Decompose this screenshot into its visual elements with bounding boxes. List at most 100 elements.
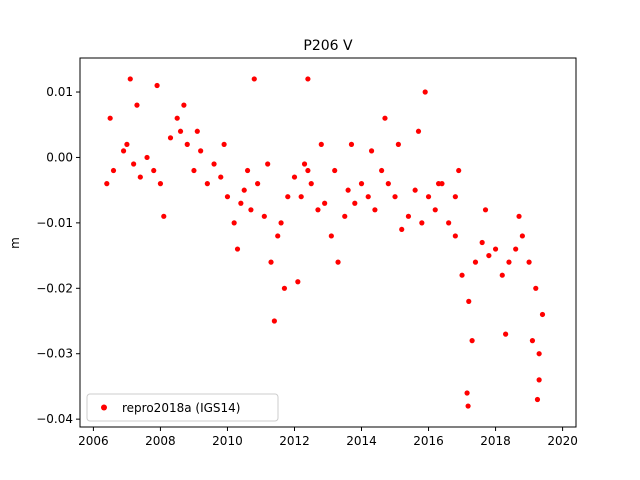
- data-point: [492, 246, 499, 252]
- data-point: [107, 115, 113, 121]
- data-point: [534, 396, 541, 403]
- data-point: [499, 272, 505, 278]
- x-tick-label: 2012: [279, 434, 310, 448]
- data-point: [452, 233, 458, 239]
- data-point: [348, 141, 355, 147]
- data-point: [352, 200, 358, 206]
- data-point: [472, 259, 479, 265]
- data-point: [516, 213, 522, 219]
- legend-marker: [101, 404, 107, 411]
- data-point: [167, 135, 174, 141]
- data-point: [281, 285, 288, 291]
- data-point: [335, 259, 341, 265]
- data-point: [392, 194, 398, 200]
- data-point: [144, 154, 150, 161]
- x-tick-label: 2018: [480, 434, 511, 448]
- y-axis-label: m: [8, 237, 22, 249]
- legend-label: repro2018a (IGS14): [122, 401, 240, 415]
- data-point: [382, 115, 388, 121]
- data-point: [295, 279, 301, 285]
- y-tick-label: −0.02: [36, 281, 73, 295]
- data-point: [479, 239, 485, 246]
- data-point: [238, 200, 244, 206]
- data-point: [425, 194, 432, 200]
- data-point: [255, 181, 261, 187]
- data-point: [120, 148, 127, 154]
- data-point: [218, 174, 224, 180]
- x-tick-label: 2006: [78, 434, 109, 448]
- data-point: [127, 76, 133, 82]
- data-point: [315, 207, 321, 213]
- data-point: [204, 181, 210, 187]
- chart-title: P206 V: [303, 38, 353, 54]
- data-point: [268, 259, 274, 265]
- data-point: [161, 213, 167, 219]
- data-point: [244, 167, 251, 174]
- x-tick-label: 2014: [346, 434, 377, 448]
- data-point: [241, 187, 247, 193]
- data-point: [536, 351, 542, 357]
- data-point: [536, 377, 542, 383]
- data-point: [275, 233, 281, 239]
- data-point: [198, 148, 204, 154]
- data-point: [529, 338, 536, 344]
- data-point: [251, 76, 257, 82]
- data-point: [265, 161, 271, 167]
- data-point: [446, 220, 452, 226]
- data-point: [157, 181, 164, 187]
- data-point: [278, 220, 284, 226]
- y-tick-label: −0.01: [36, 216, 73, 230]
- data-point: [174, 115, 180, 121]
- data-point: [154, 82, 160, 89]
- data-point: [422, 89, 428, 95]
- data-point: [181, 102, 187, 108]
- data-point: [328, 233, 334, 239]
- data-point: [372, 207, 378, 213]
- data-point: [469, 338, 475, 344]
- x-tick-label: 2010: [212, 434, 243, 448]
- data-point: [298, 194, 304, 200]
- data-point: [464, 390, 470, 396]
- data-point: [419, 220, 425, 226]
- data-point: [412, 187, 418, 193]
- axes-layer: 2006 2008 2010 2012 2014 2016 2018 2020 0.01 0.00…: [36, 57, 578, 448]
- data-point: [124, 141, 130, 147]
- data-point: [465, 403, 471, 409]
- data-point: [134, 102, 140, 108]
- data-point: [322, 200, 328, 206]
- data-point: [110, 167, 117, 174]
- data-point: [261, 213, 267, 219]
- points-layer: [104, 76, 546, 409]
- data-point: [332, 167, 338, 174]
- data-point: [456, 167, 462, 174]
- data-point: [308, 181, 314, 187]
- x-tick-label: 2016: [413, 434, 444, 448]
- data-point: [539, 311, 546, 318]
- data-point: [432, 207, 438, 213]
- data-point: [291, 174, 298, 180]
- plot-frame: [79, 57, 577, 428]
- data-point: [345, 187, 351, 193]
- data-point: [533, 285, 539, 291]
- data-point: [466, 298, 472, 304]
- data-point: [248, 207, 254, 213]
- data-point: [231, 220, 237, 226]
- data-point: [224, 194, 231, 200]
- data-point: [405, 213, 412, 219]
- data-point: [131, 161, 137, 167]
- data-point: [415, 128, 422, 134]
- data-point: [318, 141, 324, 147]
- y-tick-label: 0.00: [46, 150, 73, 164]
- data-point: [285, 194, 291, 200]
- data-point: [211, 161, 217, 167]
- data-point: [358, 181, 365, 187]
- data-point: [151, 167, 157, 174]
- data-point: [379, 167, 385, 174]
- data-point: [137, 174, 143, 180]
- x-tick-label: 2020: [547, 434, 578, 448]
- data-point: [435, 181, 442, 187]
- y-tick-label: 0.01: [46, 85, 73, 99]
- data-point: [526, 259, 532, 265]
- legend: repro2018a (IGS14): [86, 393, 279, 422]
